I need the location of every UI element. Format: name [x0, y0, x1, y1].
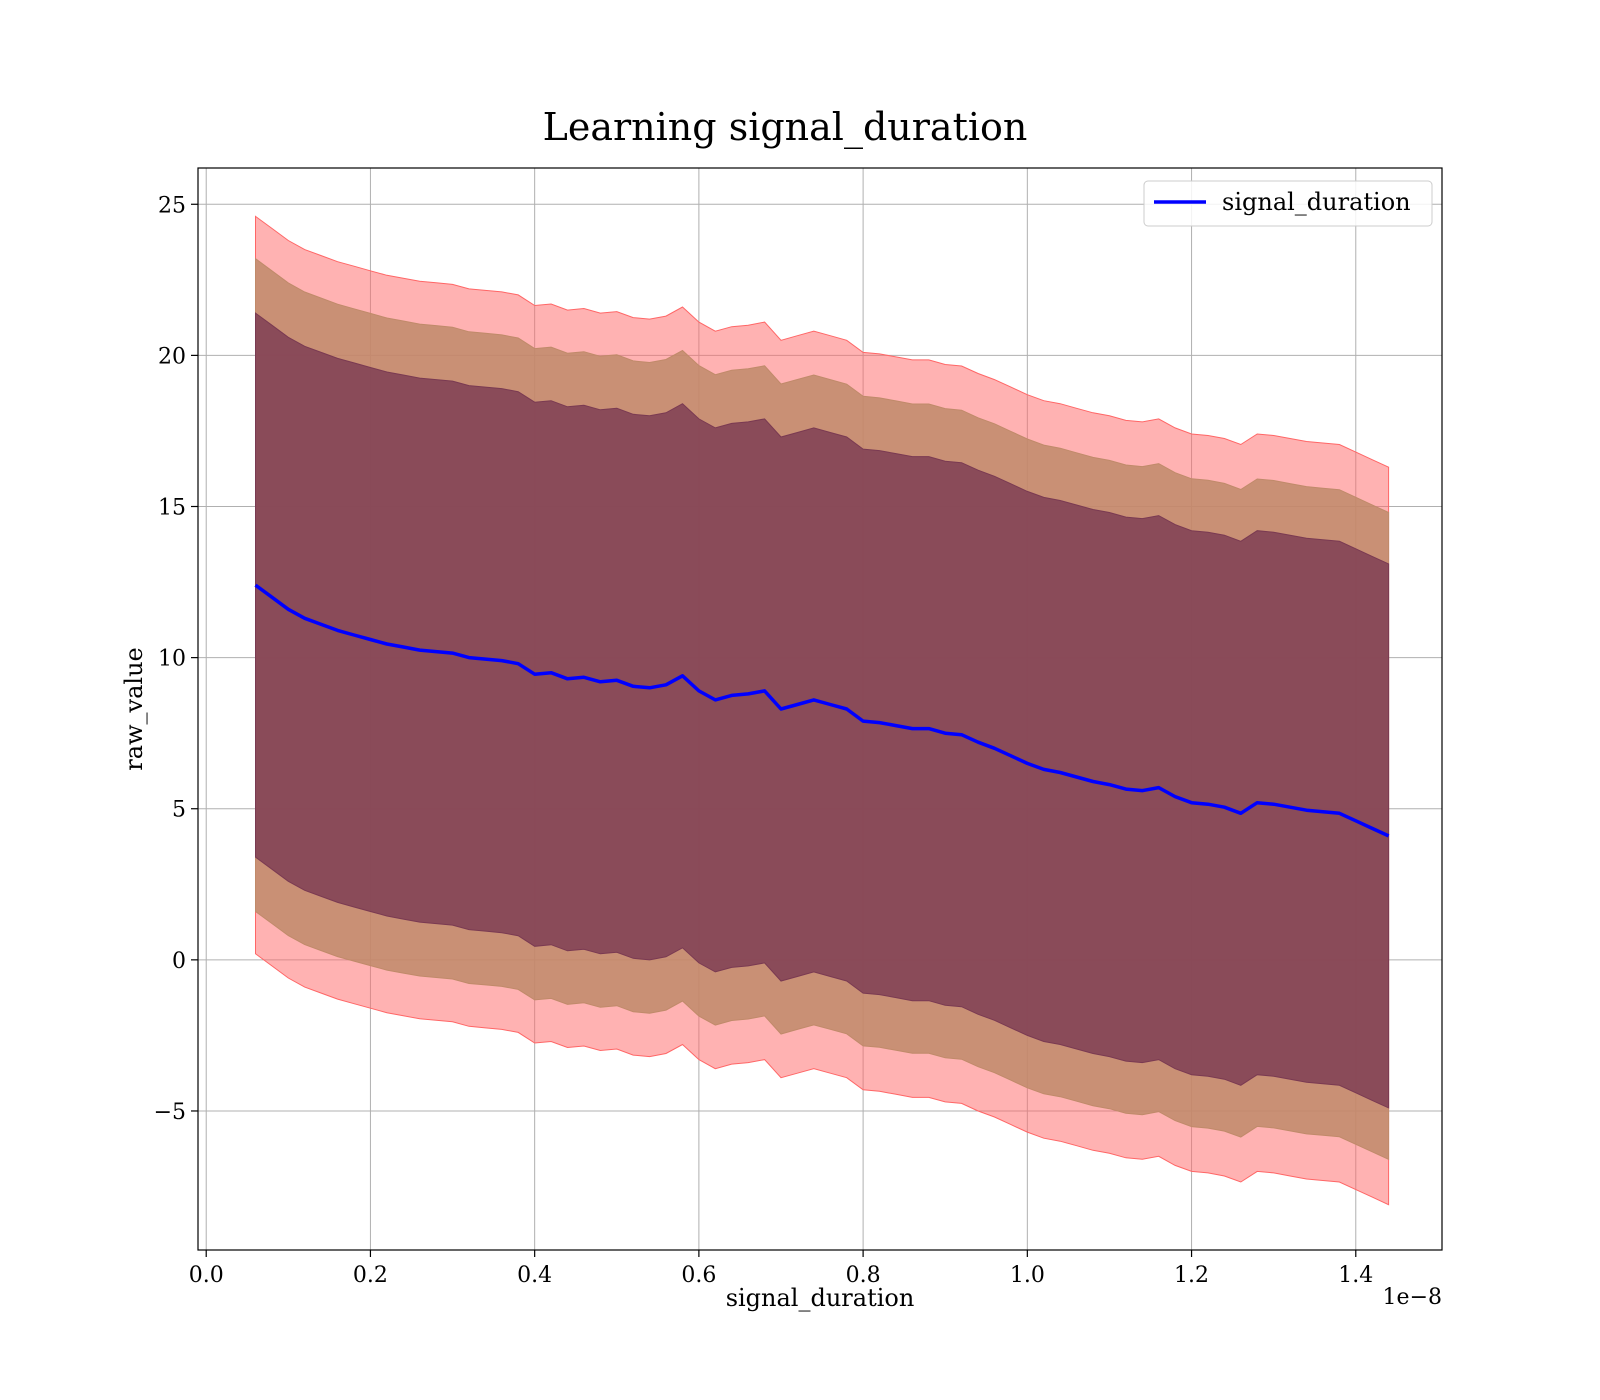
y-tick-label: 5: [172, 798, 186, 823]
y-tick-label: 15: [158, 496, 186, 521]
x-tick-label: 0.8: [846, 1263, 881, 1288]
x-tick-label: 1.0: [1010, 1263, 1045, 1288]
x-tick-label: 0.6: [681, 1263, 716, 1288]
y-tick-label: 10: [158, 647, 186, 672]
x-offset-label: 1e−8: [1383, 1285, 1442, 1310]
x-ticks: 0.0 0.2 0.4 0.6 0.8 1.0 1.2 1.4: [189, 1250, 1373, 1288]
y-tick-label: −5: [154, 1100, 186, 1125]
x-tick-label: 0.0: [189, 1263, 224, 1288]
x-tick-label: 0.4: [517, 1263, 552, 1288]
y-tick-label: 20: [158, 344, 186, 369]
legend-label: signal_duration: [1222, 188, 1411, 216]
series-line-signal-duration: [254, 583, 1390, 838]
legend: signal_duration: [1143, 180, 1433, 227]
y-tick-label: 25: [158, 193, 186, 218]
band-inner: [255, 312, 1390, 1109]
series-lines: [254, 583, 1390, 838]
legend-box: [1143, 180, 1433, 227]
plot-frame: [197, 167, 1443, 1251]
y-tick-label: 0: [172, 949, 186, 974]
y-axis-label: raw_value: [120, 647, 148, 771]
x-tick-label: 1.4: [1338, 1263, 1373, 1288]
x-tick-label: 0.2: [353, 1263, 388, 1288]
y-ticks: −5 0 5 10 15 20 25: [154, 193, 198, 1125]
chart-title: Learning signal_duration: [543, 105, 1028, 150]
x-axis-label: signal_duration: [726, 1284, 915, 1312]
bands: [255, 215, 1390, 1206]
x-tick-label: 1.2: [1174, 1263, 1209, 1288]
